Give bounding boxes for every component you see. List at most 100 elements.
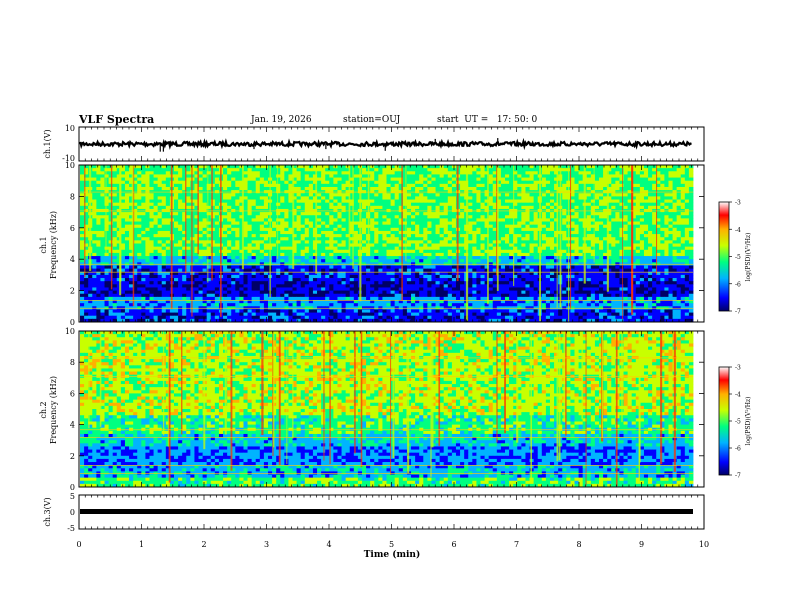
spectrogram-cell (484, 243, 490, 248)
spectrogram-cell (284, 171, 289, 175)
spectrogram-cell (194, 180, 199, 185)
spectrogram-cell (280, 212, 285, 216)
spectrogram-cell (570, 259, 575, 263)
spectrogram-cell (317, 215, 322, 219)
spectrogram-cell (496, 180, 502, 185)
spectrogram-cell (361, 183, 367, 188)
spectrogram-cell (317, 174, 322, 178)
spectrogram-cell (643, 212, 649, 216)
spectrogram-cell (321, 212, 326, 216)
spectrogram-cell (292, 240, 297, 244)
spectrogram-cell (116, 230, 122, 235)
spectrogram-cell (173, 177, 179, 182)
spectrogram-cell (635, 240, 641, 244)
spectrogram-cell (607, 174, 612, 178)
spectrogram-cell (611, 193, 616, 197)
spectrogram-cell (398, 196, 404, 200)
spectrogram-cell (157, 246, 163, 251)
spectrogram-cell (386, 234, 391, 238)
spectrogram-cell (541, 212, 547, 216)
spectrogram-cell (96, 224, 101, 229)
spectrogram-cell (505, 221, 510, 226)
spectrogram-cell (525, 168, 530, 172)
spectrogram-cell (84, 218, 89, 222)
spectrogram-cell (529, 243, 535, 248)
spectrogram-cell (247, 249, 253, 254)
spectrogram-cell (280, 215, 285, 219)
spectrogram-cell (664, 221, 669, 226)
spectrogram-cell (137, 237, 142, 241)
spectrogram-cell (496, 205, 502, 210)
spectrogram-cell (112, 243, 118, 248)
spectrogram-cell (133, 215, 138, 219)
spectrogram-cell (468, 180, 473, 185)
spectrogram-cell (533, 234, 539, 238)
spectrogram-cell (390, 183, 396, 188)
spectrogram-cell (325, 265, 330, 270)
spectrogram-cell (353, 265, 359, 270)
spectrogram-cell (398, 202, 404, 207)
spectrogram-cell (112, 205, 118, 210)
spectrogram-cell (292, 215, 297, 219)
spectrogram-cell (284, 174, 289, 178)
spectrogram-cell (648, 240, 653, 244)
spectrogram-cell (124, 168, 130, 172)
spectrogram-cell (243, 230, 248, 235)
spectrogram-cell (402, 199, 408, 204)
spectrogram-cell (411, 221, 416, 226)
spectrogram-cell (639, 199, 645, 204)
spectrogram-cell (398, 224, 404, 229)
spectrogram-cell (317, 221, 322, 226)
spectrogram-cell (198, 246, 203, 251)
spectrogram-cell (84, 227, 89, 232)
spectrogram-cell (447, 218, 453, 222)
spectrogram-cell (411, 196, 416, 200)
spectrogram-cell (545, 234, 551, 238)
spectrogram-cell (500, 265, 506, 270)
spectrogram-cell (668, 234, 673, 238)
spectrogram-cell (210, 196, 216, 200)
spectrogram-cell (304, 224, 310, 229)
spectrogram-cell (149, 177, 154, 182)
spectrogram-cell (427, 199, 432, 204)
spectrogram-cell (627, 174, 633, 178)
spectrogram-cell (660, 234, 665, 238)
spectrogram-cell (304, 199, 310, 204)
spectrogram-cell (447, 252, 453, 257)
spectrogram-cell (120, 265, 126, 270)
spectrogram-cell (149, 205, 154, 210)
spectrogram-cell (570, 205, 575, 210)
spectrogram-cell (480, 205, 485, 210)
spectrogram-cell (386, 205, 391, 210)
spectrogram-cell (607, 196, 612, 200)
spectrogram-cell (272, 212, 277, 216)
spectrogram-cell (631, 237, 637, 241)
spectrogram-cell (137, 186, 142, 191)
spectrogram-cell (500, 205, 506, 210)
spectrogram-cell (386, 221, 391, 226)
spectrogram-cell (235, 230, 240, 235)
spectrogram-cell (643, 259, 649, 263)
spectrogram-cell (165, 165, 171, 169)
spectrogram-cell (390, 218, 396, 222)
spectrogram-cell (141, 193, 146, 197)
spectrogram-cell (366, 256, 371, 260)
spectrogram-cell (594, 227, 600, 232)
spectrogram-cell (672, 234, 678, 238)
spectrogram-cell (472, 168, 477, 172)
spectrogram-cell (541, 199, 547, 204)
spectrogram-cell (329, 252, 334, 257)
spectrogram-cell (304, 202, 310, 207)
spectrogram-cell (578, 212, 584, 216)
spectrogram-cell (680, 183, 686, 188)
spectrogram-cell (398, 171, 404, 175)
spectrogram-cell (672, 165, 678, 169)
spectrogram-cell (664, 243, 669, 248)
spectrogram-cell (664, 174, 669, 178)
spectrogram-cell (611, 240, 616, 244)
spectrogram-cell (198, 252, 203, 257)
spectrogram-cell (660, 180, 665, 185)
spectrogram-cell (341, 215, 347, 219)
spectrogram-cell (500, 230, 506, 235)
spectrogram-cell (133, 246, 138, 251)
